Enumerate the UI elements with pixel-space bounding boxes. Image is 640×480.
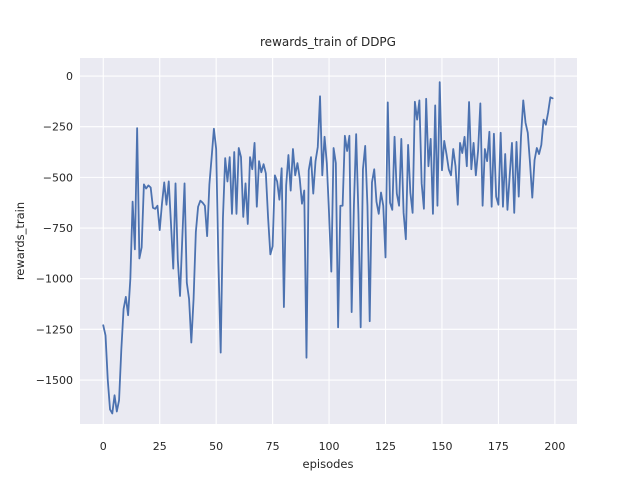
x-tick-label: 50 [209,440,223,453]
x-tick-label: 75 [266,440,280,453]
x-tick-label: 200 [544,440,565,453]
x-tick-label: 125 [375,440,396,453]
y-axis-label: rewards_train [13,202,27,280]
y-tick-label: −500 [43,171,73,184]
y-tick-labels: 0 −250 −500 −750 −1000 −1250 −1500 [36,70,73,387]
x-axis-label: episodes [303,457,354,471]
x-tick-label: 100 [319,440,340,453]
y-tick-label: −750 [43,222,73,235]
chart-title: rewards_train of DDPG [260,35,396,49]
y-tick-label: 0 [66,70,73,83]
x-tick-label: 0 [100,440,107,453]
y-tick-label: −1000 [36,273,73,286]
x-tick-labels: 0 25 50 75 100 125 150 175 200 [100,440,566,453]
series-line-rewards-train [102,81,554,415]
x-tick-label: 175 [488,440,509,453]
y-tick-label: −1250 [36,323,73,336]
y-tick-label: −1500 [36,374,73,387]
x-tick-label: 25 [153,440,167,453]
plot-area [80,58,577,424]
x-tick-label: 150 [431,440,452,453]
y-tick-label: −250 [43,121,73,134]
